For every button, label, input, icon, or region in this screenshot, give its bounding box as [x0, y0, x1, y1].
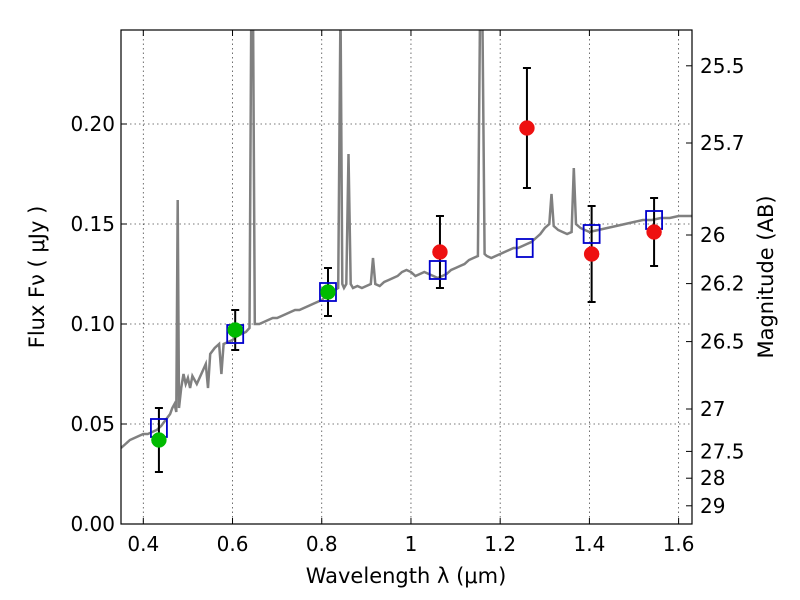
data-point: [151, 432, 167, 448]
data-point: [320, 284, 336, 300]
y-tick-label: 0.00: [70, 512, 115, 536]
y2-tick-label: 26: [700, 223, 725, 247]
x-tick-label: 1.2: [484, 532, 516, 556]
y2-tick-label: 26.2: [700, 272, 745, 296]
y2-tick-label: 27: [700, 397, 725, 421]
y2-tick-label: 29: [700, 494, 725, 518]
plot-frame: [120, 29, 693, 525]
x-tick-label: 1.4: [573, 532, 605, 556]
y2-tick-label: 25.7: [700, 131, 745, 155]
x-tick-label: 1.6: [663, 532, 695, 556]
y2-tick-label: 25.5: [700, 54, 745, 78]
model-square: [319, 282, 337, 302]
spectrum-line: [121, 30, 692, 449]
data-point: [227, 322, 243, 338]
x-tick-label: 0.4: [127, 532, 159, 556]
y-axis-left: 0.00 0.05 0.10 0.15 0.20: [70, 112, 127, 536]
x-tick-label: 0.6: [217, 532, 249, 556]
observed-points: [151, 120, 662, 448]
x-axis-title: Wavelength λ (μm): [306, 564, 507, 588]
model-square: [515, 238, 534, 258]
x-tick-label: 0.8: [306, 532, 338, 556]
x-axis: 0.4 0.6 0.8 1 1.2 1.4 1.6: [127, 30, 695, 556]
data-point: [519, 120, 535, 136]
y-tick-label: 0.10: [70, 312, 115, 336]
y2-tick-label: 26.5: [700, 330, 745, 354]
y-tick-label: 0.15: [70, 212, 115, 236]
data-point: [583, 246, 600, 262]
y2-tick-label: 27.5: [700, 439, 745, 463]
model-square: [582, 224, 601, 244]
data-point: [646, 224, 662, 240]
model-square: [428, 260, 447, 280]
x-tick-label: 1: [405, 532, 418, 556]
grid: [121, 30, 692, 525]
y-axis-right: 25.5 25.7 26 26.2 26.5 27 27.5 28 29: [686, 54, 745, 518]
y-tick-label: 0.05: [70, 412, 115, 436]
y-tick-label: 0.20: [70, 112, 115, 136]
y2-axis-title: Magnitude (AB): [754, 195, 778, 358]
data-point: [432, 244, 448, 260]
y2-tick-label: 28: [700, 466, 725, 490]
y-axis-title: Flux Fν ( μJy ): [25, 206, 49, 349]
